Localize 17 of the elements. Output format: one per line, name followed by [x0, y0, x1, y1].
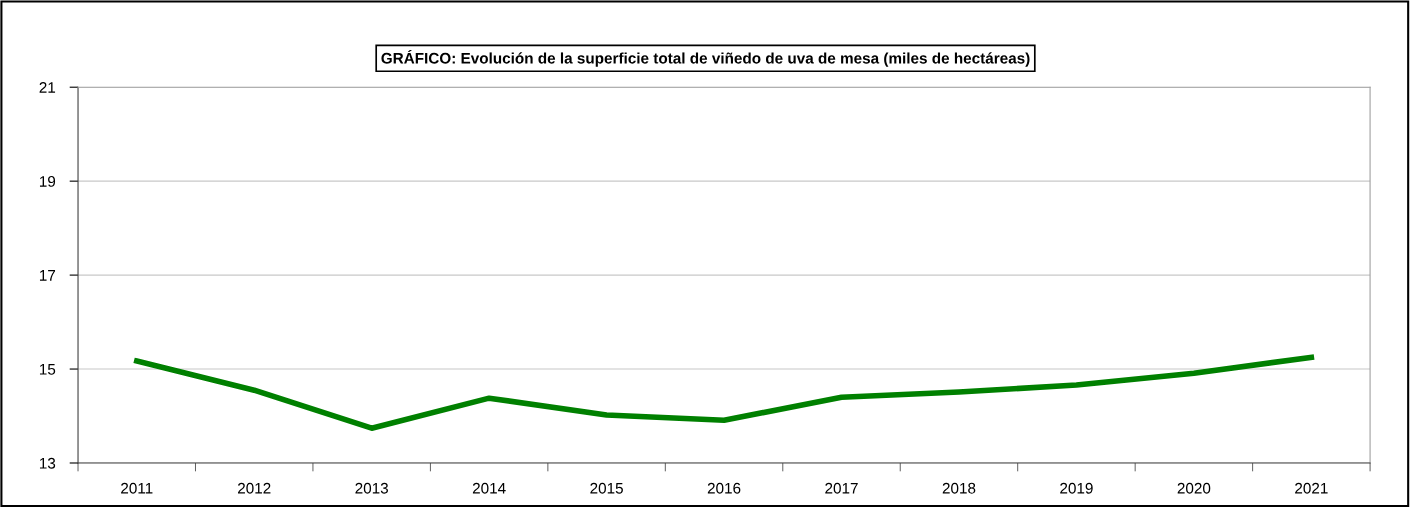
x-tick-label: 2013	[355, 482, 388, 494]
x-tick-label: 2017	[825, 482, 858, 494]
x-tick-label: 2014	[472, 482, 506, 494]
y-tick-label: 19	[39, 176, 56, 187]
x-tick-label: 2019	[1060, 482, 1093, 494]
x-tick-label: 2018	[942, 482, 976, 494]
x-tick-label: 2016	[707, 482, 741, 494]
x-tick-label: 2020	[1177, 482, 1211, 494]
x-tick-label: 2011	[121, 482, 153, 494]
x-tick-label: 2021	[1295, 482, 1328, 494]
y-tick-label: 15	[39, 364, 56, 375]
x-tick-label: 2015	[590, 482, 623, 494]
y-tick-label: 13	[39, 457, 56, 469]
chart-title: GRÁFICO: Evolución de la superficie total de viñedo de uva de mesa (miles de hectáreas)	[381, 49, 1030, 67]
x-tick-label: 2012	[237, 482, 271, 494]
y-tick-label: 21	[39, 82, 56, 93]
y-tick-label: 17	[39, 270, 56, 281]
